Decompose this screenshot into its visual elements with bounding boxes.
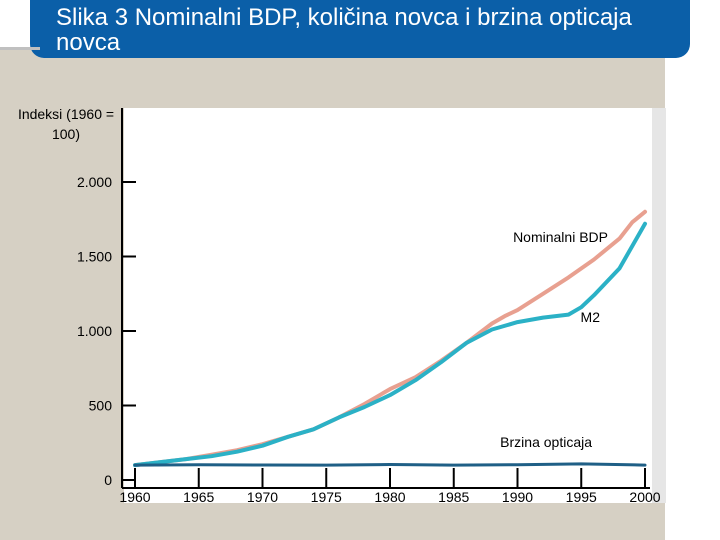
y-axis-label: Indeksi (1960 = 100) bbox=[17, 106, 115, 142]
series-line-nominal bbox=[133, 209, 647, 468]
series-label-velocity: Brzina opticaja bbox=[500, 434, 592, 450]
y-tick-label: 1.000 bbox=[77, 323, 112, 339]
x-tick-label: 1970 bbox=[247, 489, 278, 505]
series-label-nominal: Nominalni BDP bbox=[513, 229, 608, 245]
series-label-m2: M2 bbox=[581, 309, 601, 325]
x-tick-label: 1965 bbox=[183, 489, 214, 505]
y-tick-label: 1.500 bbox=[77, 249, 112, 265]
plot-area-shadow bbox=[652, 108, 666, 503]
x-tick-label: 1995 bbox=[566, 489, 597, 505]
x-tick-label: 1990 bbox=[502, 489, 533, 505]
title-banner bbox=[30, 0, 690, 58]
series-line-m2 bbox=[133, 221, 647, 468]
title-accent-bar bbox=[0, 47, 40, 50]
x-tick-label: 1960 bbox=[119, 489, 150, 505]
y-tick-label: 2.000 bbox=[77, 174, 112, 190]
page-title: Slika 3 Nominalni BDP, količina novca i … bbox=[56, 4, 632, 56]
x-tick-label: 1985 bbox=[438, 489, 469, 505]
x-tick-label: 1980 bbox=[374, 489, 405, 505]
x-tick-label: 2000 bbox=[629, 489, 660, 505]
y-tick-label: 0 bbox=[104, 472, 112, 488]
y-tick-label: 500 bbox=[89, 398, 113, 414]
series-line-velocity bbox=[133, 462, 647, 467]
x-tick-label: 1975 bbox=[311, 489, 342, 505]
plot-area bbox=[124, 108, 664, 503]
